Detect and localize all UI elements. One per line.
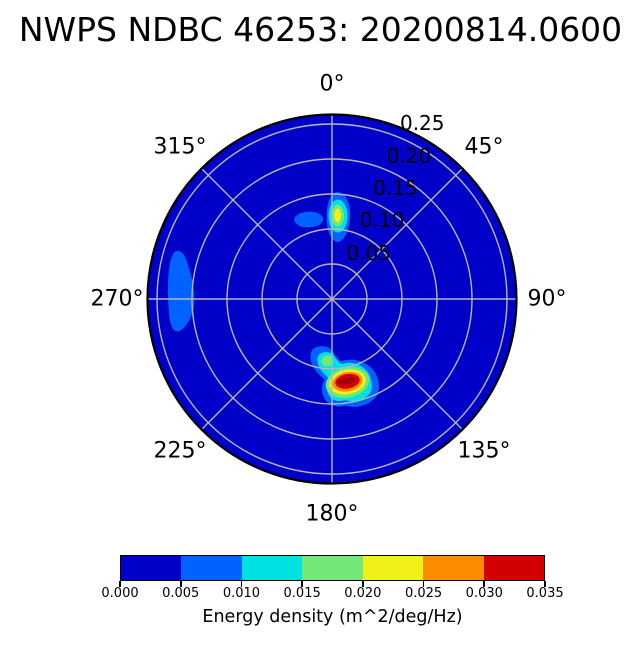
radial-tick-label-0.25: 0.25: [399, 111, 445, 136]
angle-tick-label-45: 45°: [464, 134, 504, 160]
plot-outline: [146, 113, 518, 485]
colorbar-segment-0: [121, 556, 182, 580]
colorbar-tick: [179, 581, 182, 587]
angle-tick-label-0: 0°: [319, 71, 345, 97]
colorbar-tick: [301, 581, 303, 587]
colorbar-segment-1: [181, 556, 242, 580]
polar-grid: [147, 114, 517, 484]
contour-blob-west-patch: [167, 250, 195, 332]
angle-tick-label-315: 315°: [153, 134, 207, 160]
colorbar-tick: [362, 581, 364, 587]
grid-spoke: [201, 168, 333, 300]
colorbar-tick: [240, 581, 243, 587]
plot-title: NWPS NDBC 46253: 20200814.0600: [18, 10, 623, 49]
colorbar: [120, 555, 545, 581]
contour-band: [167, 250, 195, 332]
radial-tick-label-0.10: 0.10: [359, 208, 405, 233]
contour-band: [334, 208, 341, 223]
grid-spoke: [331, 168, 463, 300]
angle-tick-label-270: 270°: [90, 286, 144, 312]
colorbar-segment-3: [302, 556, 363, 580]
grid-spoke: [201, 298, 333, 430]
angle-tick-label-90: 90°: [527, 286, 567, 312]
contour-blob-south-main-peak: [310, 346, 379, 407]
colorbar-tick-label-0.025: 0.025: [404, 586, 443, 601]
colorbar-segment-2: [241, 556, 303, 580]
colorbar-tick-label-0.030: 0.030: [465, 586, 503, 601]
colorbar-tick-label-0.000: 0.000: [101, 586, 139, 601]
colorbar-tick-label-0.020: 0.020: [344, 586, 382, 601]
colorbar-segment-5: [423, 556, 484, 580]
angle-tick-label-225: 225°: [153, 438, 207, 464]
colorbar-tick-label-0.010: 0.010: [222, 586, 261, 601]
radial-tick-label-0.20: 0.20: [386, 143, 432, 168]
colorbar-tick: [422, 581, 425, 587]
radial-tick-label-0.15: 0.15: [373, 175, 418, 200]
colorbar-tick-label-0.035: 0.035: [526, 586, 564, 601]
colorbar-segment-4: [362, 556, 424, 580]
contour-band: [337, 377, 356, 385]
angle-tick-label-135: 135°: [457, 438, 511, 464]
colorbar-tick-label-0.015: 0.015: [283, 586, 321, 601]
contour-blob-north-west-patch: [294, 211, 324, 228]
angle-tick-label-180: 180°: [305, 501, 359, 527]
radial-tick-label-0.05: 0.05: [346, 240, 391, 265]
colorbar-tick: [544, 581, 546, 587]
colorbar-axis-label: Energy density (m^2/deg/Hz): [202, 607, 463, 627]
colorbar-tick: [483, 581, 486, 587]
colorbar-tick-label-0.005: 0.005: [162, 586, 200, 601]
contour-band: [321, 355, 333, 367]
colorbar-tick: [119, 581, 121, 587]
colorbar-segment-6: [483, 556, 544, 580]
contour-band: [294, 211, 324, 228]
grid-spoke: [331, 298, 463, 430]
